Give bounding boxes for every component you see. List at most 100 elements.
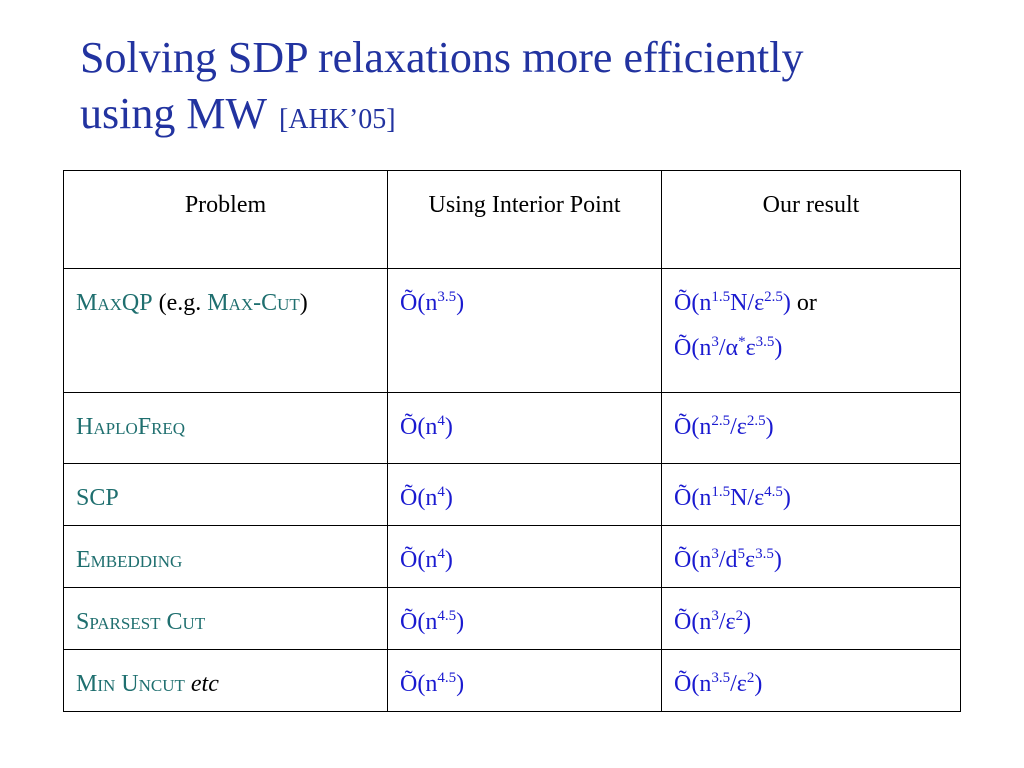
text: /d [718,547,738,573]
text: 3.5 [437,289,457,305]
text: 1.5 [711,484,731,500]
text: 3 [711,608,719,624]
cell: Min Uncut etc [63,649,388,712]
text: ) [456,671,465,697]
cell: Õ(n2.5/ε2.5) [661,392,961,464]
text: Õ(n [400,547,438,573]
text: MaxQP [76,290,153,316]
header-row: Problem Using Interior Point Our result [63,170,961,269]
cell: SCP [63,463,388,526]
text: /ε [718,609,736,635]
row: Sparsest Cut Õ(n4.5) Õ(n3/ε2) [63,587,961,650]
text: /ε [730,414,747,440]
text: Õ(n [400,671,438,697]
cell: Õ(n1.5N/ε4.5) [661,463,961,526]
cell: Õ(n3/d5ε3.5) [661,525,961,588]
text: /α [718,335,739,361]
text: N/ε [730,290,765,316]
title-line: using MW [80,89,267,138]
header-cell: Our result [661,170,961,269]
text: Max-Cut [207,290,300,316]
text: ) [743,609,752,635]
text: 1.5 [711,289,731,305]
text: 2.5 [764,289,783,305]
text: N/ε [730,485,765,511]
row: MaxQP (e.g. Max-Cut) Õ(n3.5) Õ(n1.5N/ε2.… [63,268,961,393]
text: Õ(n [400,609,438,635]
text: Õ(n [674,547,712,573]
text: ) [773,547,782,573]
text: Õ(n [400,414,438,440]
text: Õ(n [674,609,712,635]
text: ) [444,547,453,573]
text: or [790,290,817,316]
cell: Õ(n3.5) [387,268,662,393]
text: Õ(n [400,290,438,316]
table: Problem Using Interior Point Our result … [63,170,961,712]
cell: Õ(n1.5N/ε2.5) or Õ(n3/α*ε3.5) [661,268,961,393]
cell: Õ(n4) [387,392,662,464]
text: Õ(n [674,414,712,440]
text: etc [190,671,219,697]
text: ) [754,671,763,697]
text: 3.5 [755,546,774,562]
text: Õ(n [674,485,712,511]
text: 4 [437,484,445,500]
text: ε [745,547,756,573]
text: ) [774,335,783,361]
text: 2.5 [711,413,731,429]
text: 4 [437,413,445,429]
text: Õ(n [400,485,438,511]
text: Õ(n [674,671,712,697]
cell: HaploFreq [63,392,388,464]
text: ) [456,290,465,316]
text: SCP [76,485,119,511]
text: * [738,334,746,350]
title: Solving SDP relaxations more efficiently… [80,30,803,148]
text: Sparsest Cut [76,609,206,635]
text: ) [456,609,465,635]
text: 2 [746,670,755,686]
cell: Embedding [63,525,388,588]
text: 3.5 [755,334,775,350]
text: 4.5 [437,608,457,624]
text: ) [765,414,774,440]
title-line: Solving SDP relaxations more efficiently [80,33,804,82]
text: ) [299,290,308,316]
text: 2.5 [746,413,766,429]
cell: MaxQP (e.g. Max-Cut) [63,268,388,393]
cell: Õ(n4.5) [387,649,662,712]
cell: Sparsest Cut [63,587,388,650]
cell: Õ(n4) [387,525,662,588]
text: ) [782,485,791,511]
header-cell: Problem [63,170,388,269]
text: 4.5 [437,670,457,686]
text: /ε [730,671,747,697]
text: ε [745,335,756,361]
text: (e.g. [152,290,208,316]
row: HaploFreq Õ(n4) Õ(n2.5/ε2.5) [63,392,961,464]
row: Embedding Õ(n4) Õ(n3/d5ε3.5) [63,525,961,588]
text: 2 [735,608,744,624]
cell: Õ(n4) [387,463,662,526]
text: Embedding [76,547,183,573]
text: Õ(n [674,290,712,316]
text: 3 [711,334,719,350]
text: 3 [711,546,719,562]
text: ) [444,414,453,440]
row: Min Uncut etc Õ(n4.5) Õ(n3.5/ε2) [63,649,961,712]
text: 4.5 [764,484,783,500]
row: SCP Õ(n4) Õ(n1.5N/ε4.5) [63,463,961,526]
text: HaploFreq [76,414,186,440]
cell: Õ(n4.5) [387,587,662,650]
text: ) [444,485,453,511]
cell: Õ(n3/ε2) [661,587,961,650]
cell: Õ(n3.5/ε2) [661,649,961,712]
text: Min Uncut [76,671,185,697]
citation: [AHK’05] [279,104,396,135]
text: 3.5 [711,670,731,686]
header-cell: Using Interior Point [387,170,662,269]
text: 5 [737,546,746,562]
text: Õ(n [674,335,712,361]
